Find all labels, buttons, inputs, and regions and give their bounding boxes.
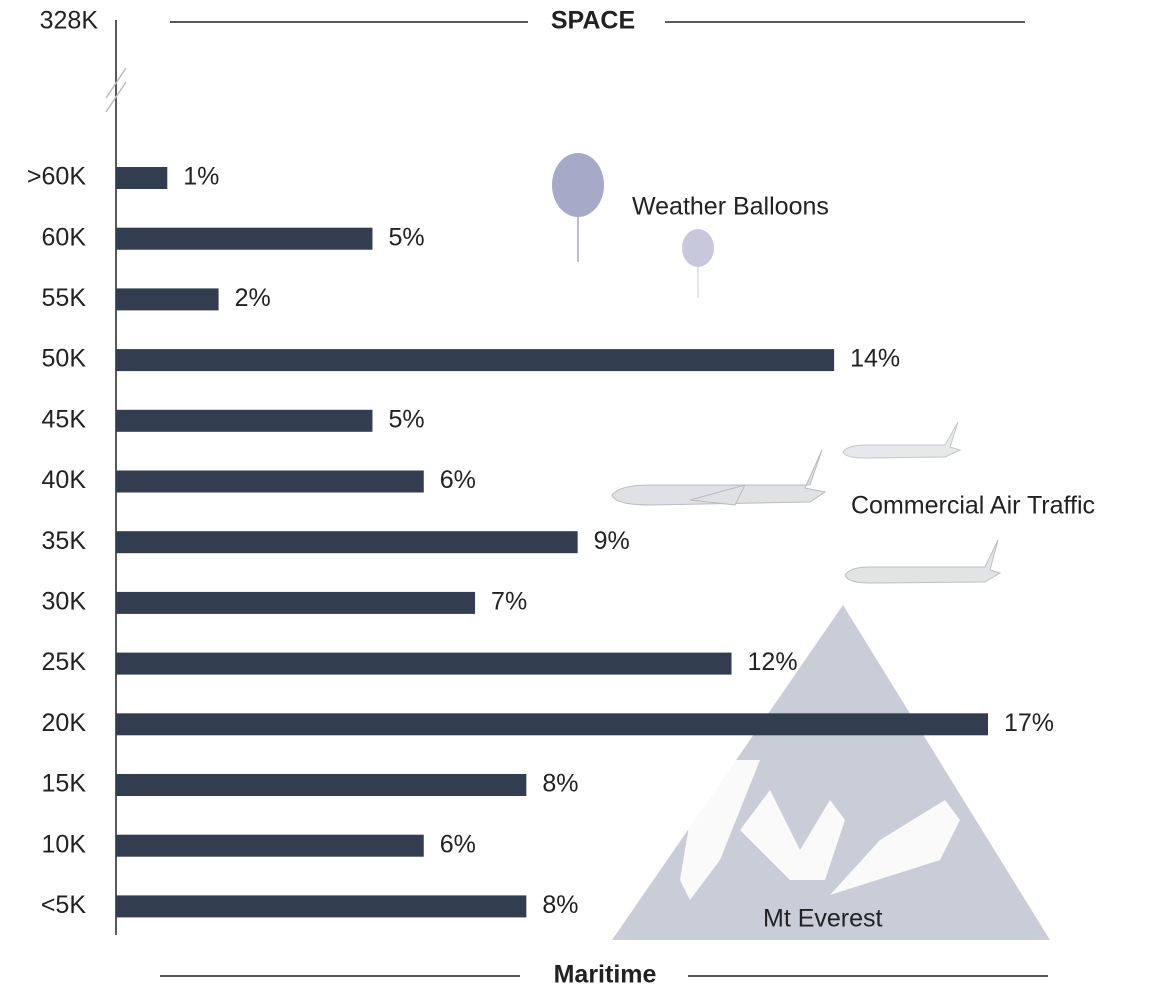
bar <box>116 774 526 796</box>
y-tick-label: >60K <box>27 163 86 191</box>
top-label: 328K <box>40 7 99 35</box>
annotation: Weather Balloons <box>632 193 829 221</box>
region-label: SPACE <box>551 7 635 35</box>
bar <box>116 713 988 735</box>
y-tick-label: 25K <box>42 648 87 676</box>
value-label: 2% <box>235 284 271 312</box>
bar <box>116 471 424 493</box>
region-label: Maritime <box>554 961 657 989</box>
bar <box>116 592 475 614</box>
y-tick-label: 15K <box>42 770 87 798</box>
y-tick-label: <5K <box>41 891 87 919</box>
chart: 328K SPACE Maritime Weather Balloons Com… <box>0 0 1161 994</box>
y-tick-label: 20K <box>42 709 87 737</box>
bar <box>116 349 834 371</box>
airplane <box>845 540 1000 583</box>
y-tick-label: 35K <box>42 527 87 555</box>
y-tick-label: 30K <box>42 588 87 616</box>
bar <box>116 288 219 310</box>
bar <box>116 167 167 189</box>
value-label: 9% <box>594 527 630 555</box>
balloon <box>682 229 714 267</box>
value-label: 8% <box>542 770 578 798</box>
balloon <box>552 153 604 217</box>
annotation: Mt Everest <box>763 905 883 933</box>
annotation: Commercial Air Traffic <box>851 492 1095 520</box>
value-label: 12% <box>748 648 798 676</box>
bar <box>116 835 424 857</box>
value-label: 5% <box>388 223 424 251</box>
y-tick-label: 55K <box>42 284 87 312</box>
y-tick-label: 50K <box>42 345 87 373</box>
bar <box>116 410 372 432</box>
value-label: 1% <box>183 163 219 191</box>
y-tick-label: 45K <box>42 405 87 433</box>
y-tick-label: 60K <box>42 223 87 251</box>
bar <box>116 531 578 553</box>
y-tick-label: 40K <box>42 466 87 494</box>
y-tick-label: 10K <box>42 830 87 858</box>
value-label: 7% <box>491 588 527 616</box>
bar <box>116 895 526 917</box>
bar <box>116 653 732 675</box>
airplane <box>843 422 960 458</box>
value-label: 8% <box>542 891 578 919</box>
value-label: 5% <box>388 405 424 433</box>
value-label: 14% <box>850 345 900 373</box>
value-label: 6% <box>440 466 476 494</box>
airplane <box>612 450 825 505</box>
value-label: 17% <box>1004 709 1054 737</box>
bar <box>116 228 372 250</box>
value-label: 6% <box>440 830 476 858</box>
